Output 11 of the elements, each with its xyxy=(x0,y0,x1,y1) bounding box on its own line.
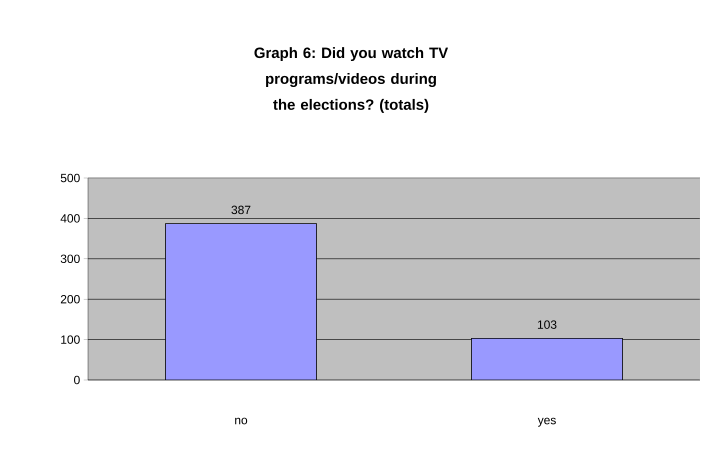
chart-title: Graph 6: Did you watch TV programs/videos during the elections? (totals) xyxy=(254,47,448,113)
x-tick-label: no xyxy=(235,418,248,424)
y-tick-label: 200 xyxy=(60,294,80,304)
y-tick-label: 100 xyxy=(61,335,80,344)
y-tick-label: 500 xyxy=(60,174,80,182)
data-label: 387 xyxy=(231,206,250,214)
data-label: 103 xyxy=(538,320,556,329)
y-tick-label: 400 xyxy=(60,214,80,223)
y-tick-label: 0 xyxy=(74,376,80,384)
y-tick-label: 300 xyxy=(60,254,80,264)
x-tick-label: yes xyxy=(538,418,556,427)
